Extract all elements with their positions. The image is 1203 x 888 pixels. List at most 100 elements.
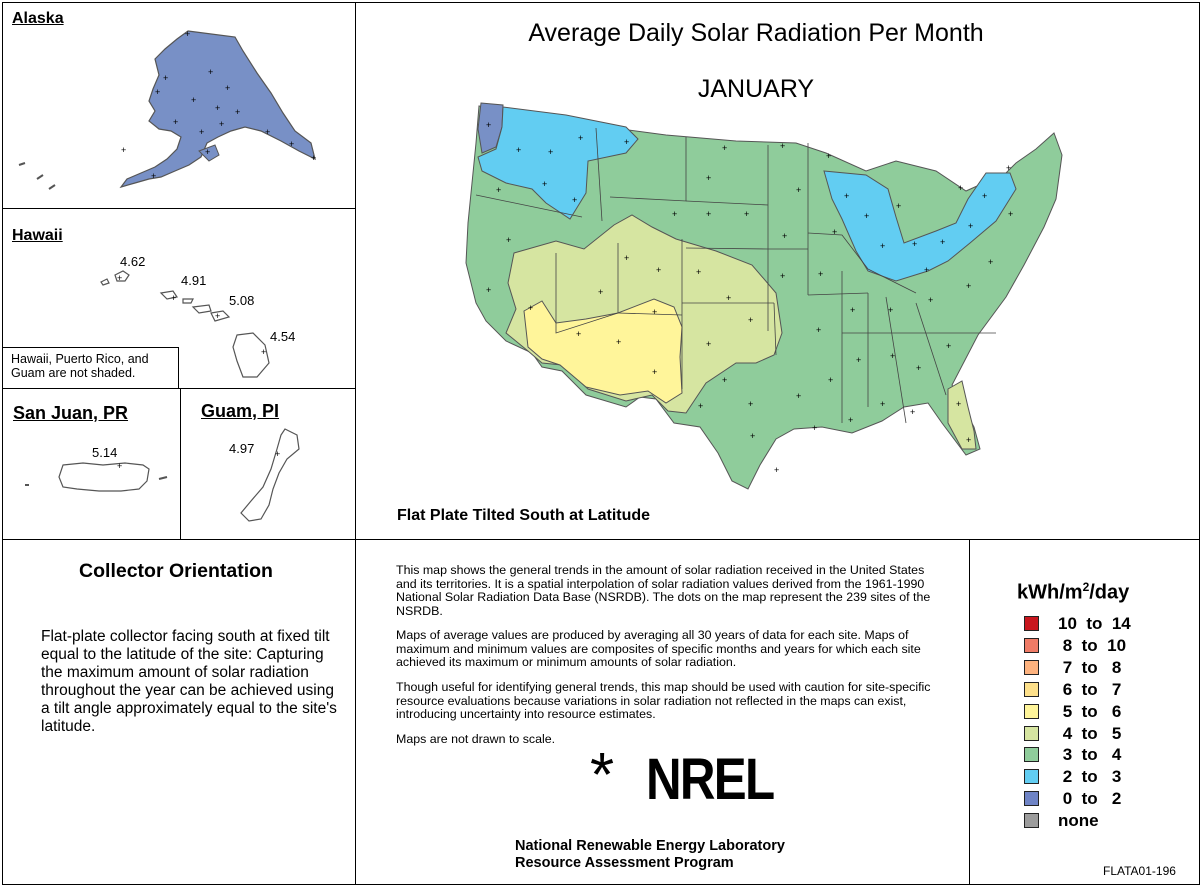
svg-text:+: + [624, 253, 629, 263]
svg-text:+: + [1008, 209, 1013, 219]
description-p2: Maps of average values are produced by a… [396, 628, 921, 670]
collector-text: Flat-plate collector facing south at fix… [41, 628, 337, 735]
svg-text:+: + [199, 127, 204, 137]
svg-text:+: + [289, 139, 294, 149]
svg-text:+: + [672, 209, 677, 219]
svg-text:+: + [940, 237, 945, 247]
legend-swatch [1024, 681, 1039, 697]
svg-text:+: + [311, 153, 316, 163]
svg-text:+: + [916, 363, 921, 373]
sanjuan-value: 5.14 [92, 445, 118, 460]
svg-text:+: + [828, 375, 833, 385]
svg-text:+: + [832, 227, 837, 237]
svg-text:+: + [1006, 163, 1011, 173]
svg-text:+: + [225, 83, 230, 93]
hawaii-value-maui: 5.08 [229, 293, 255, 308]
svg-text:+: + [966, 281, 971, 291]
legend-swatch [1024, 616, 1039, 631]
hawaii-label: Hawaii [12, 227, 63, 244]
svg-text:+: + [205, 147, 210, 157]
svg-text:+: + [163, 73, 168, 83]
svg-text:+: + [780, 141, 785, 151]
legend-label: 8 to 10 [1058, 635, 1127, 655]
svg-text:+: + [774, 465, 779, 475]
svg-text:+: + [850, 305, 855, 315]
svg-text:+: + [261, 347, 266, 357]
svg-text:+: + [924, 265, 929, 275]
svg-text:+: + [706, 173, 711, 183]
svg-text:+: + [888, 305, 893, 315]
svg-text:+: + [598, 287, 603, 297]
svg-text:+: + [912, 239, 917, 249]
legend-label: 7 to 8 [1058, 657, 1122, 677]
svg-text:+: + [117, 461, 122, 471]
sanjuan-panel: San Juan, PR + 5.14 [2, 388, 181, 540]
svg-text:+: + [816, 325, 821, 335]
svg-text:+: + [706, 339, 711, 349]
svg-text:+: + [219, 119, 224, 129]
description-p4: Maps are not drawn to scale. [396, 732, 556, 746]
svg-text:+: + [958, 183, 963, 193]
svg-text:+: + [486, 285, 491, 295]
nsrdb-site-markers: ++ + + ++ +++ +++ +++ ++ + +++ +++ ++ + +++ … [486, 120, 1013, 475]
hawaii-value-big-island: 4.54 [270, 329, 296, 344]
svg-text:+: + [191, 95, 196, 105]
footer-code: FLATA01-196 [1103, 864, 1176, 878]
svg-text:+: + [848, 415, 853, 425]
svg-text:+: + [578, 133, 583, 143]
svg-text:+: + [171, 293, 176, 303]
svg-text:+: + [185, 29, 190, 39]
svg-text:+: + [968, 221, 973, 231]
legend-label: 6 to 7 [1058, 679, 1122, 699]
main-map-panel: Average Daily Solar Radiation Per Month … [355, 2, 1200, 540]
legend-label: 2 to 3 [1058, 767, 1122, 787]
svg-text:+: + [956, 399, 961, 409]
legend-label: none [1058, 811, 1099, 831]
svg-text:+: + [706, 209, 711, 219]
svg-text:+: + [616, 337, 621, 347]
description-panel: This map shows the general trends in the… [355, 539, 970, 885]
footer-org: National Renewable Energy Laboratory [515, 838, 785, 854]
svg-text:+: + [722, 375, 727, 385]
svg-text:+: + [151, 171, 156, 181]
svg-text:+: + [982, 191, 987, 201]
map-month: JANUARY [697, 75, 815, 103]
legend-label: 0 to 2 [1058, 789, 1122, 809]
legend-title: kWh/m2/day [1017, 580, 1130, 604]
nrel-logo-star: * [590, 741, 615, 810]
svg-text:+: + [208, 67, 213, 77]
svg-text:+: + [910, 407, 915, 417]
svg-text:+: + [780, 271, 785, 281]
legend-label: 3 to 4 [1058, 745, 1122, 765]
svg-text:+: + [542, 179, 547, 189]
legend-label: 5 to 6 [1058, 701, 1122, 721]
svg-text:+: + [796, 185, 801, 195]
alaska-map: +++ ++ + +++ +++ +++ ++ [18, 29, 316, 190]
svg-text:+: + [155, 87, 160, 97]
svg-text:+: + [173, 117, 178, 127]
svg-text:+: + [890, 351, 895, 361]
svg-text:+: + [506, 235, 511, 245]
svg-text:+: + [572, 195, 577, 205]
hawaii-value-oahu: 4.91 [181, 273, 207, 288]
svg-text:+: + [726, 293, 731, 303]
svg-text:+: + [215, 311, 220, 321]
svg-text:+: + [856, 355, 861, 365]
map-subtitle: Flat Plate Tilted South at Latitude [397, 507, 651, 524]
legend-swatch [1024, 703, 1039, 719]
hawaii-note: Hawaii, Puerto Rico, and Guam are not sh… [11, 352, 149, 380]
svg-text:+: + [652, 307, 657, 317]
hawaii-value-kauai: 4.62 [120, 254, 146, 269]
svg-text:+: + [966, 435, 971, 445]
svg-text:+: + [698, 401, 703, 411]
svg-text:+: + [117, 273, 122, 283]
guam-map: + [240, 428, 300, 522]
svg-text:+: + [812, 423, 817, 433]
footer-program: Resource Assessment Program [515, 855, 734, 871]
svg-text:+: + [576, 329, 581, 339]
svg-text:+: + [722, 143, 727, 153]
svg-text:+: + [896, 201, 901, 211]
map-title: Average Daily Solar Radiation Per Month [528, 19, 984, 47]
nrel-logo-text: NREL [646, 747, 775, 812]
svg-text:+: + [215, 103, 220, 113]
